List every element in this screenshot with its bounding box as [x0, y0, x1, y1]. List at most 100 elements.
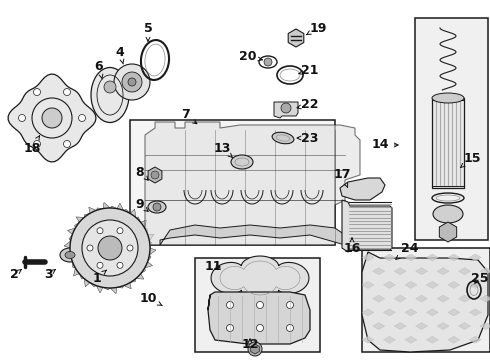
Polygon shape [130, 279, 136, 283]
Text: 4: 4 [116, 45, 124, 64]
Bar [415, 18, 488, 240]
Polygon shape [110, 287, 117, 294]
Circle shape [287, 302, 294, 309]
Polygon shape [123, 283, 131, 289]
Text: 10: 10 [139, 292, 162, 305]
Polygon shape [405, 309, 417, 316]
Text: 20: 20 [239, 50, 262, 63]
Bar [195, 258, 320, 352]
Polygon shape [149, 248, 156, 255]
Polygon shape [384, 336, 395, 343]
Text: 19: 19 [306, 22, 327, 35]
Polygon shape [362, 282, 374, 288]
Polygon shape [437, 295, 449, 302]
Polygon shape [73, 262, 75, 268]
Polygon shape [362, 309, 374, 316]
Polygon shape [103, 202, 110, 208]
Circle shape [42, 108, 62, 128]
Circle shape [256, 302, 264, 309]
Circle shape [151, 171, 159, 179]
Polygon shape [149, 241, 151, 248]
Polygon shape [340, 178, 385, 200]
Circle shape [33, 89, 41, 95]
Polygon shape [373, 323, 385, 329]
Text: 22: 22 [297, 99, 319, 112]
Polygon shape [384, 309, 395, 316]
Polygon shape [405, 282, 417, 288]
Circle shape [117, 228, 123, 234]
Polygon shape [160, 225, 345, 245]
Polygon shape [123, 209, 130, 213]
Polygon shape [426, 309, 439, 316]
Polygon shape [362, 336, 374, 343]
Polygon shape [69, 234, 73, 241]
Polygon shape [469, 309, 481, 316]
Polygon shape [117, 285, 123, 288]
Polygon shape [426, 336, 439, 343]
Polygon shape [103, 287, 110, 290]
Polygon shape [480, 268, 490, 275]
Circle shape [226, 324, 234, 332]
Text: 1: 1 [93, 270, 106, 284]
Polygon shape [141, 268, 146, 274]
Polygon shape [448, 309, 460, 316]
Circle shape [153, 203, 161, 211]
Polygon shape [437, 323, 449, 329]
Polygon shape [426, 282, 439, 288]
Text: 18: 18 [24, 136, 41, 154]
Polygon shape [448, 336, 460, 343]
Text: 7: 7 [181, 108, 197, 124]
Circle shape [97, 262, 103, 268]
Polygon shape [211, 256, 309, 300]
Text: 11: 11 [204, 261, 222, 274]
Bar [362, 248, 490, 352]
Polygon shape [68, 228, 75, 234]
Polygon shape [384, 254, 395, 261]
Polygon shape [69, 248, 71, 255]
Polygon shape [274, 102, 298, 118]
Polygon shape [8, 74, 96, 162]
Polygon shape [362, 252, 488, 352]
Polygon shape [141, 220, 147, 228]
Polygon shape [394, 323, 406, 329]
Text: 6: 6 [95, 60, 103, 79]
Polygon shape [136, 274, 144, 279]
Polygon shape [130, 209, 136, 217]
Polygon shape [145, 122, 360, 245]
Polygon shape [342, 200, 392, 252]
Polygon shape [84, 279, 90, 287]
Polygon shape [384, 282, 395, 288]
Polygon shape [459, 295, 470, 302]
Ellipse shape [60, 248, 80, 262]
Ellipse shape [433, 205, 463, 223]
Polygon shape [394, 295, 406, 302]
Polygon shape [89, 207, 97, 213]
Ellipse shape [432, 93, 464, 103]
Circle shape [122, 72, 142, 92]
Polygon shape [459, 323, 470, 329]
Circle shape [64, 140, 71, 148]
Circle shape [97, 228, 103, 234]
Polygon shape [145, 228, 147, 234]
Text: 14: 14 [371, 139, 398, 152]
Text: 8: 8 [136, 166, 148, 180]
Polygon shape [405, 254, 417, 261]
FancyBboxPatch shape [432, 98, 464, 188]
Circle shape [264, 58, 272, 66]
Polygon shape [90, 283, 97, 287]
Polygon shape [373, 268, 385, 275]
Circle shape [33, 140, 41, 148]
Text: 2: 2 [10, 269, 22, 282]
Circle shape [127, 245, 133, 251]
Text: 17: 17 [333, 168, 351, 187]
Polygon shape [448, 254, 460, 261]
Polygon shape [416, 323, 428, 329]
Text: 12: 12 [241, 338, 259, 351]
Polygon shape [373, 295, 385, 302]
Polygon shape [79, 274, 84, 279]
Circle shape [226, 302, 234, 309]
Polygon shape [66, 255, 73, 262]
Circle shape [117, 262, 123, 268]
Polygon shape [84, 213, 90, 217]
Text: 25: 25 [471, 271, 489, 284]
